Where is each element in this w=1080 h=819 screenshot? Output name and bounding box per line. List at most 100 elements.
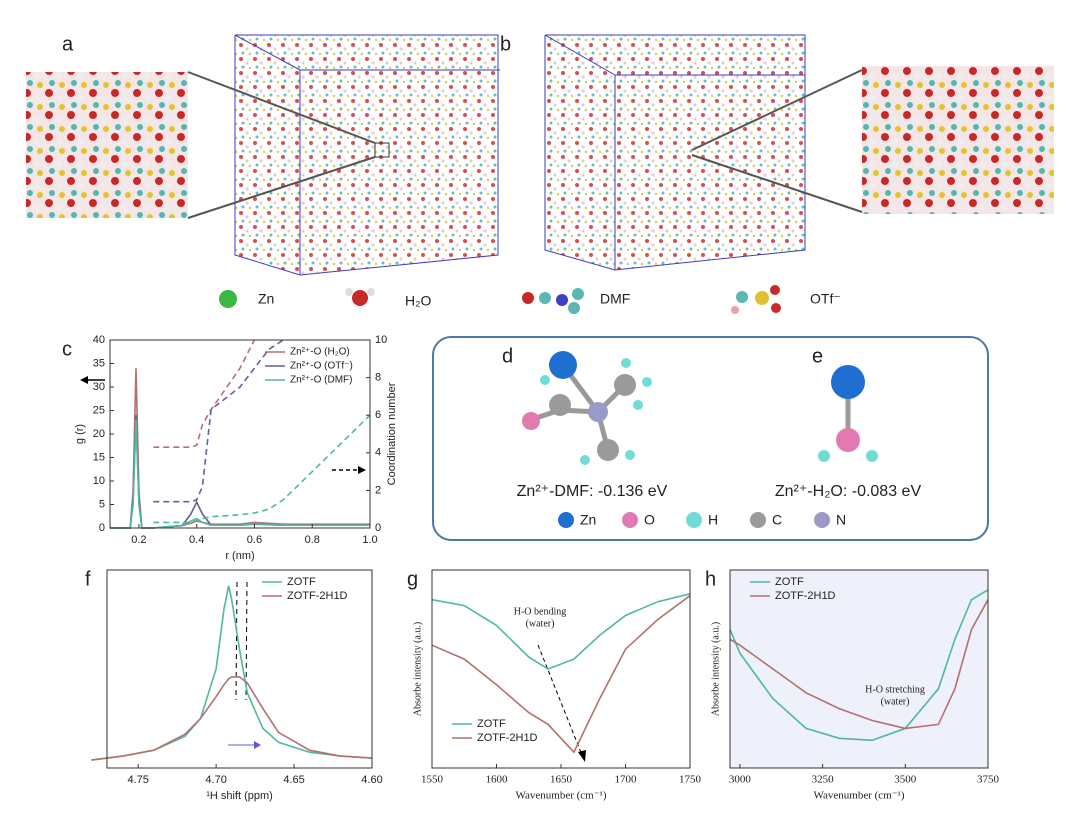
water-molecule bbox=[818, 365, 878, 462]
panel-label: c bbox=[62, 338, 72, 360]
charts: Zn O H C N0.2 0.4 0.6 0.8 1.00510152025303540024… bbox=[74, 334, 1000, 802]
x-axis-label: Wavenumber (cm⁻¹) bbox=[516, 790, 607, 802]
element-swatch bbox=[814, 512, 830, 528]
y2-tick-label: 6 bbox=[375, 409, 381, 421]
x-tick-label: 0.2 bbox=[131, 534, 146, 546]
x-tick-label: 0.6 bbox=[247, 534, 262, 546]
y-tick-label: 20 bbox=[93, 428, 105, 440]
x-tick-label: 1550 bbox=[421, 774, 444, 786]
binding-panel: Zn²⁺-DMF: -0.136 eV Zn²⁺-H₂O: -0.083 eV bbox=[432, 336, 989, 541]
plot-background bbox=[730, 570, 988, 768]
x-tick-label: 4.60 bbox=[361, 774, 382, 786]
series-line bbox=[91, 585, 373, 761]
element-label: N bbox=[836, 512, 846, 528]
legend-label: ZOTF-2H1D bbox=[775, 590, 836, 602]
x-tick-label: 1700 bbox=[615, 774, 638, 786]
binding-energy: Zn²⁺-DMF: -0.136 eV bbox=[517, 483, 668, 500]
panel-label: f bbox=[85, 568, 91, 590]
x-tick-label: 1.0 bbox=[362, 534, 377, 546]
binding-energy: Zn²⁺-H₂O: -0.083 eV bbox=[775, 483, 922, 500]
y2-axis-label: Coordination number bbox=[386, 382, 398, 485]
y2-tick-label: 4 bbox=[375, 447, 381, 459]
y-axis-label: Absorbe intensity (a.u.) bbox=[710, 622, 721, 716]
series-line bbox=[110, 415, 370, 529]
species-label: DMF bbox=[600, 291, 630, 307]
x-tick-label: 4.75 bbox=[127, 774, 148, 786]
series-line bbox=[91, 676, 373, 761]
x-tick-label: 4.65 bbox=[283, 774, 304, 786]
md-box-a bbox=[26, 34, 500, 276]
annotation: (water) bbox=[881, 696, 910, 707]
element-label: C bbox=[772, 512, 782, 528]
y-axis-label: Absorbe intensity (a.u.) bbox=[412, 622, 423, 716]
legend-label: ZOTF-2H1D bbox=[287, 590, 348, 602]
y-tick-label: 35 bbox=[93, 357, 105, 369]
species-label: H₂O bbox=[405, 293, 432, 309]
y-tick-label: 30 bbox=[93, 381, 105, 393]
series-line bbox=[153, 414, 371, 524]
annotation: H-O bending bbox=[514, 606, 567, 617]
species-label: OTf⁻ bbox=[810, 291, 841, 307]
y2-tick-label: 8 bbox=[375, 372, 381, 384]
series-line bbox=[110, 368, 370, 529]
element-label: O bbox=[644, 512, 655, 528]
x-tick-label: 3500 bbox=[894, 774, 917, 786]
panel-label: e bbox=[812, 345, 823, 367]
y-tick-label: 0 bbox=[99, 522, 105, 534]
x-axis-label: Wavenumber (cm⁻¹) bbox=[814, 790, 905, 802]
series-line bbox=[153, 339, 256, 448]
element-swatch bbox=[686, 512, 702, 528]
x-tick-label: 0.4 bbox=[189, 534, 204, 546]
x-tick-label: 3000 bbox=[729, 774, 752, 786]
y2-tick-label: 0 bbox=[375, 522, 381, 534]
annotation: H-O stretching bbox=[865, 684, 925, 695]
element-swatch bbox=[750, 512, 766, 528]
y-tick-label: 10 bbox=[93, 475, 105, 487]
x-tick-label: 3750 bbox=[977, 774, 1000, 786]
x-tick-label: 1750 bbox=[679, 774, 702, 786]
x-axis-label: ¹H shift (ppm) bbox=[206, 790, 273, 802]
x-axis-label: r (nm) bbox=[225, 550, 254, 562]
series-line bbox=[431, 595, 691, 754]
species-legend: Zn H₂O DMF OTf⁻ bbox=[219, 285, 841, 314]
element-label: H bbox=[708, 512, 718, 528]
species-label: Zn bbox=[258, 291, 274, 307]
series-line bbox=[110, 419, 370, 529]
y-axis-label: g (r) bbox=[74, 424, 86, 444]
y-tick-label: 40 bbox=[93, 334, 105, 346]
y2-tick-label: 2 bbox=[375, 484, 381, 496]
y-tick-label: 25 bbox=[93, 404, 105, 416]
panel-label: a bbox=[62, 33, 74, 55]
y-tick-label: 15 bbox=[93, 451, 105, 463]
element-swatch bbox=[622, 512, 638, 528]
y-tick-label: 5 bbox=[99, 498, 105, 510]
series-line bbox=[431, 593, 691, 670]
plot-frame bbox=[729, 569, 989, 769]
panel-label: h bbox=[705, 568, 716, 590]
series-line bbox=[729, 599, 989, 730]
dmf-molecule bbox=[522, 351, 652, 465]
series-line bbox=[153, 339, 284, 503]
panel-label: d bbox=[502, 345, 513, 367]
plot-frame bbox=[106, 569, 373, 769]
legend-label: Zn²⁺-O (OTf⁻) bbox=[290, 361, 353, 372]
legend-label: ZOTF bbox=[775, 576, 804, 588]
y2-tick-label: 10 bbox=[375, 334, 387, 346]
annotation: (water) bbox=[526, 618, 555, 629]
x-tick-label: 4.70 bbox=[205, 774, 226, 786]
panel-label: b bbox=[500, 33, 511, 55]
series-line bbox=[729, 589, 989, 742]
legend-label: ZOTF bbox=[477, 718, 506, 730]
x-tick-label: 0.8 bbox=[305, 534, 320, 546]
md-box-b bbox=[544, 34, 1054, 271]
element-swatch bbox=[558, 512, 574, 528]
element-label: Zn bbox=[580, 512, 596, 528]
x-tick-label: 1600 bbox=[486, 774, 509, 786]
panel-label: g bbox=[407, 568, 418, 590]
legend-label: ZOTF-2H1D bbox=[477, 732, 538, 744]
legend-label: ZOTF bbox=[287, 576, 316, 588]
x-tick-label: 1650 bbox=[550, 774, 573, 786]
legend-label: Zn²⁺-O (DMF) bbox=[290, 375, 353, 386]
legend-label: Zn²⁺-O (H₂O) bbox=[290, 347, 350, 358]
